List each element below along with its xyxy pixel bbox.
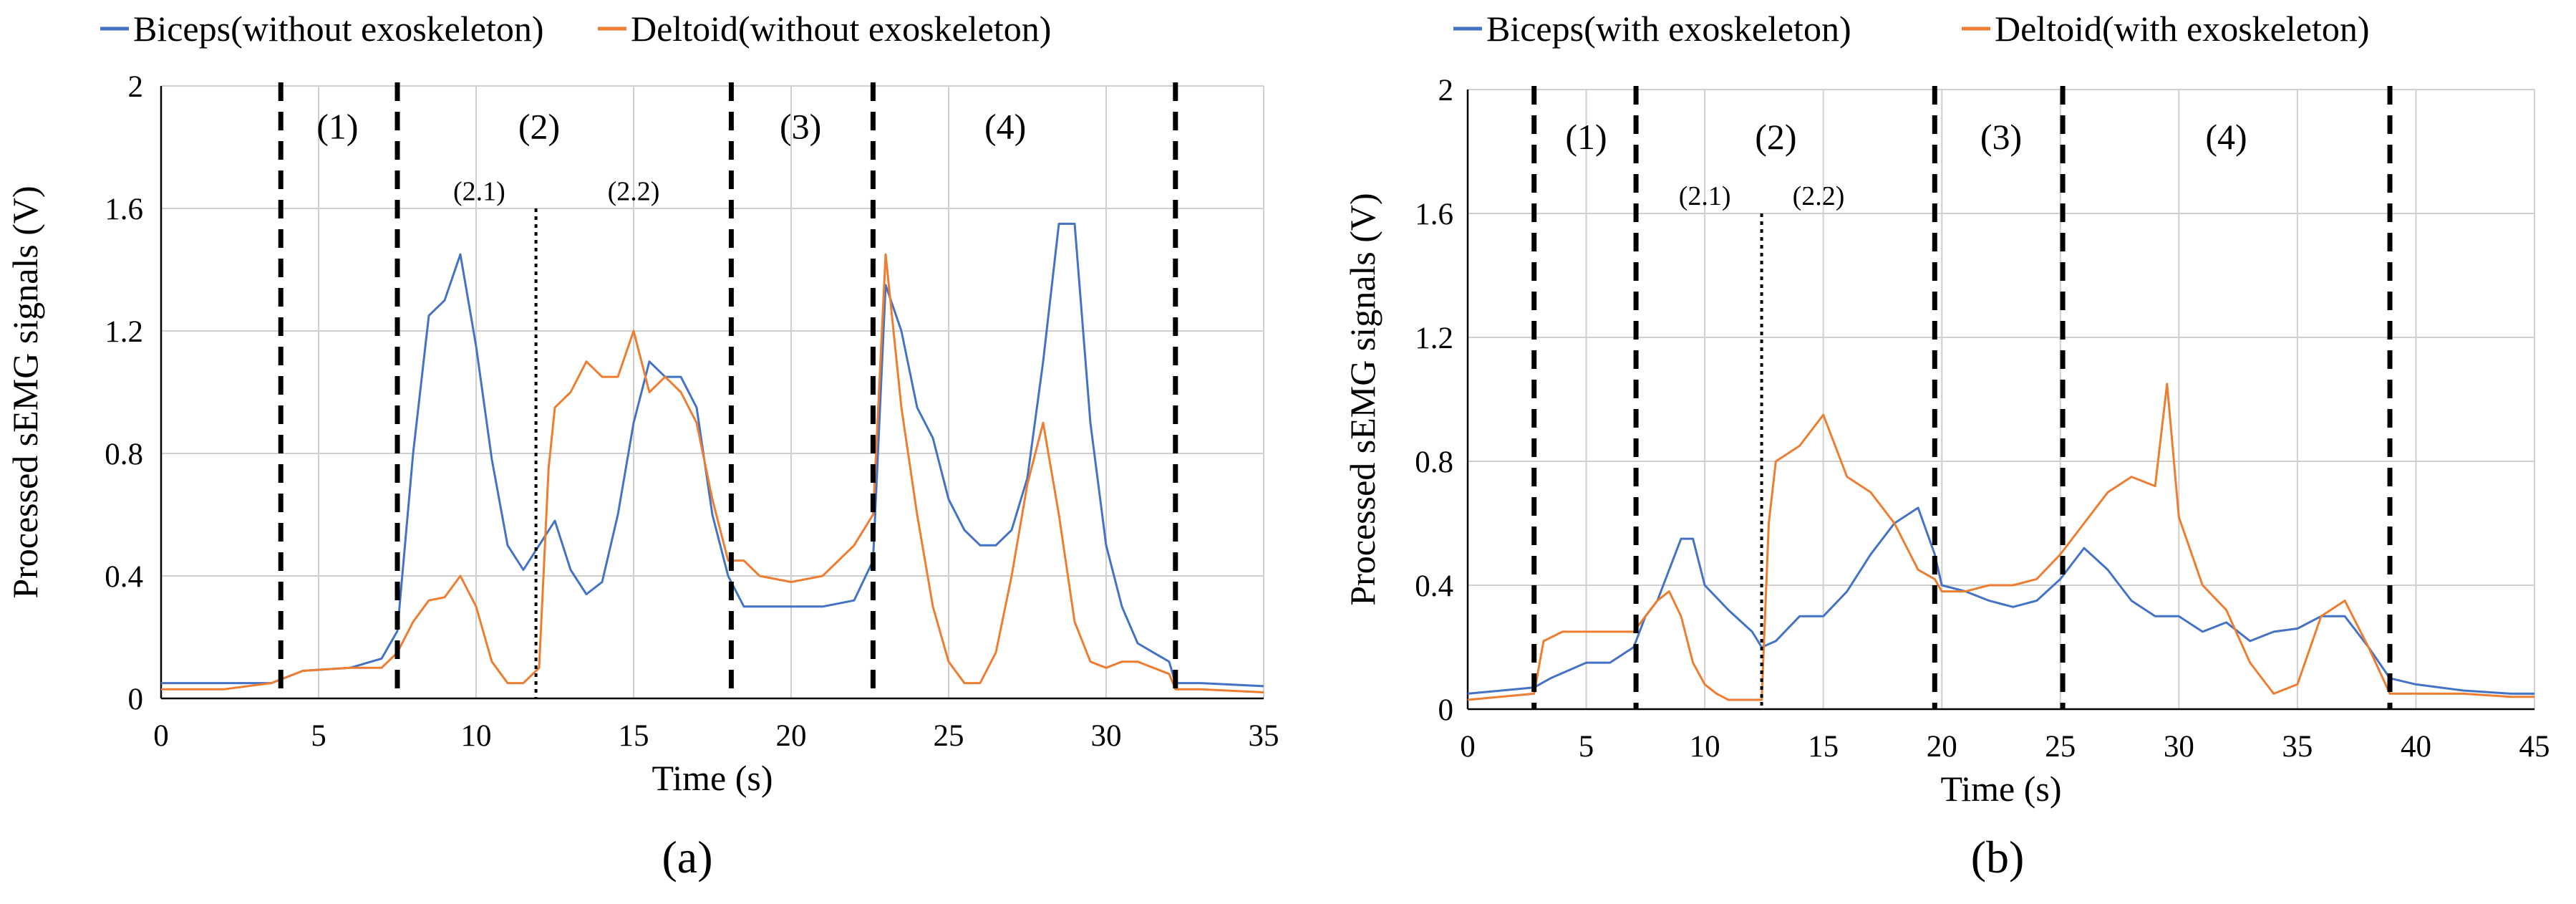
x-axis-title: Time (s) [652,758,773,798]
phase-label: (2) [1755,117,1796,157]
phase-label: (2) [518,107,560,147]
phase-label: (4) [2205,117,2247,157]
legend-label: Biceps(without exoskeleton) [133,9,544,49]
series-line-deltoid [1467,383,2534,701]
phase-label: (3) [780,107,821,147]
subphase-label: (2.2) [608,176,660,206]
panel-label: (b) [1971,832,2025,883]
y-tick-label: 0 [128,683,144,716]
y-axis-title: Processed sEMG signals (V) [1342,193,1383,605]
x-tick-label: 40 [2401,730,2431,764]
legend-label: Deltoid(without exoskeleton) [631,9,1051,49]
x-tick-label: 25 [934,719,964,753]
chart-panel-a: 0 5 10 15 20 25 30 35 0 0.4 0.8 1.2 1.6 2 Time (s) Proc… [5,9,1279,883]
series-line-deltoid [161,253,1264,693]
x-tick-label: 30 [1091,719,1122,753]
y-axis-title: Processed sEMG signals (V) [5,186,45,598]
series-line-biceps [1467,506,2534,695]
x-tick-label: 0 [1460,730,1476,764]
y-tick-label: 1.6 [1415,198,1453,231]
phase-label: (1) [316,107,358,147]
phase-label: (1) [1565,117,1607,157]
y-tick-label: 0.4 [1415,569,1453,603]
x-tick-label: 10 [461,719,492,753]
x-tick-label: 35 [1249,719,1279,753]
subphase-label: (2.1) [453,176,505,206]
y-tick-label: 2 [128,70,144,104]
phase-label: (4) [984,107,1026,147]
x-tick-label: 25 [2045,730,2076,764]
x-axis-title: Time (s) [1940,769,2061,809]
legend-label: Biceps(with exoskeleton) [1486,9,1851,49]
y-tick-label: 0 [1438,693,1454,727]
gridlines [1468,89,2535,709]
y-tick-label: 0.4 [105,560,143,594]
series-line-biceps [161,222,1264,688]
x-tick-label: 15 [619,719,649,753]
y-tick-label: 1.2 [105,315,143,349]
x-tick-label: 45 [2519,730,2550,764]
x-tick-label: 20 [776,719,807,753]
phase-label: (3) [1980,117,2022,157]
y-tick-label: 1.6 [105,193,143,226]
x-tick-label: 10 [1690,730,1720,764]
gridlines [161,85,1264,698]
y-tick-label: 0.8 [105,438,143,471]
legend-label: Deltoid(with exoskeleton) [1995,9,2370,49]
x-tick-label: 0 [153,719,169,753]
chart-panel-b: 0 5 10 15 20 25 30 35 40 45 0 0.4 0.8 1.2 1.6 2 Time (s)… [1342,9,2550,883]
x-tick-label: 30 [2164,730,2194,764]
y-tick-label: 1.2 [1415,322,1453,355]
x-tick-label: 20 [1927,730,1957,764]
y-tick-label: 0.8 [1415,446,1453,479]
y-tick-label: 2 [1438,74,1454,107]
subphase-label: (2.1) [1679,181,1731,211]
panel-label: (a) [662,832,712,883]
x-tick-label: 15 [1808,730,1839,764]
x-tick-label: 35 [2282,730,2313,764]
x-tick-label: 5 [311,719,326,753]
x-tick-label: 5 [1579,730,1594,764]
subphase-label: (2.2) [1793,181,1845,211]
